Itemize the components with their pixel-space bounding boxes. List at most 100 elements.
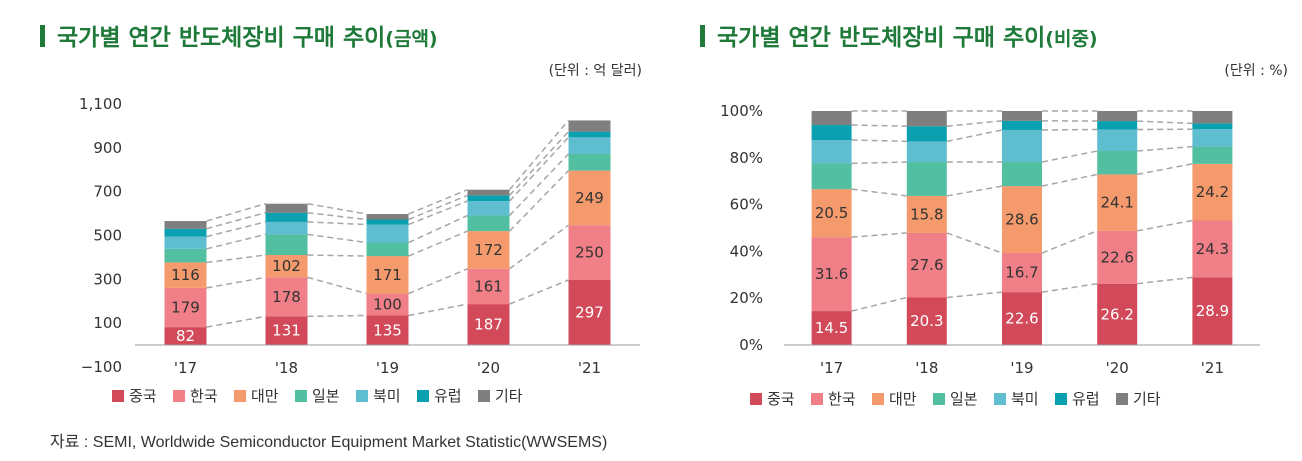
bar-segment xyxy=(568,170,611,226)
bar-segment xyxy=(164,236,207,249)
bar-segment xyxy=(1192,220,1233,278)
legend-swatch xyxy=(295,390,307,402)
series-connector-line xyxy=(851,296,907,312)
legend-label: 대만 xyxy=(251,387,279,405)
data-label: 27.6 xyxy=(910,256,943,274)
legend-label: 유럽 xyxy=(1072,390,1100,408)
share-chart-panel: 국가별 연간 반도체장비 구매 추이(비중) (단위 : %) 100% 80% 6… xyxy=(660,0,1302,420)
series-connector-line xyxy=(206,276,266,289)
legend-swatch xyxy=(478,390,490,402)
y-tick-label: 100 xyxy=(93,314,122,332)
y-tick-label: 900 xyxy=(93,139,122,157)
bar-segment xyxy=(906,126,947,142)
data-label: 179 xyxy=(171,298,200,316)
bar-segment xyxy=(906,195,947,233)
bar-segment xyxy=(164,221,207,229)
bar-segment xyxy=(366,293,409,316)
data-label: 250 xyxy=(575,244,604,262)
amount-stacked-bar-chart: 1,100 900 700 500 300 100 −100 82 179 116 131 178 10… xyxy=(79,95,640,405)
bar-segment xyxy=(568,225,611,280)
data-label: 31.6 xyxy=(815,265,848,283)
y-tick-label: 20% xyxy=(730,289,763,307)
legend-swatch xyxy=(417,390,429,402)
legend-swatch xyxy=(933,393,945,405)
data-label: 14.5 xyxy=(815,319,848,337)
y-tick-label: 100% xyxy=(720,102,763,120)
amount-chart-panel: 국가별 연간 반도체장비 구매 추이(금액) (단위 : 억 달러) 1,100… xyxy=(0,0,650,420)
bar-segment xyxy=(1192,123,1233,130)
bar-segment xyxy=(265,316,308,346)
share-chart-unit: (단위 : %) xyxy=(1224,63,1288,79)
series-connector-line xyxy=(206,221,266,238)
bar-segment xyxy=(467,268,510,305)
series-connector-line xyxy=(508,131,570,196)
bar-segment xyxy=(1002,111,1042,121)
x-tick-label: '17 xyxy=(174,359,197,377)
data-label: 178 xyxy=(272,288,301,306)
legend-swatch xyxy=(356,390,368,402)
title-bar-marker xyxy=(40,25,45,47)
series-connector-line xyxy=(1041,230,1098,254)
series-connector-line xyxy=(946,185,1003,197)
y-tick-label: 0% xyxy=(739,336,763,354)
series-connector-line xyxy=(946,129,1003,143)
series-connector-line xyxy=(408,268,468,295)
series-connector-line xyxy=(206,233,266,250)
bar-segment xyxy=(265,255,308,278)
bar-segment xyxy=(1097,129,1138,152)
series-connector-line xyxy=(1041,150,1098,163)
legend-swatch xyxy=(1116,393,1128,405)
data-label: 26.2 xyxy=(1100,305,1133,323)
data-label: 172 xyxy=(474,241,503,259)
series-connector-line xyxy=(408,214,468,244)
legend-label: 중국 xyxy=(767,390,795,408)
x-tick-label: '21 xyxy=(578,359,601,377)
x-tick-label: '19 xyxy=(376,359,399,377)
bar-segment xyxy=(1097,230,1138,284)
share-stacked-bar-chart: 100% 80% 60% 40% 20% 0% 14.5 31.6 20.5 20.3 27.6 15… xyxy=(720,102,1260,408)
bar-segment xyxy=(366,256,409,294)
legend-label: 중국 xyxy=(129,387,157,405)
legend-label: 북미 xyxy=(1011,390,1039,408)
bar-segment xyxy=(265,277,308,317)
series-connector-line xyxy=(946,291,1003,299)
bar-segment xyxy=(1097,111,1138,122)
legend-swatch xyxy=(173,390,185,402)
bar-segment xyxy=(1097,174,1138,231)
bar-segment xyxy=(1002,162,1042,187)
series-connector-line xyxy=(508,136,570,202)
data-label: 24.1 xyxy=(1100,194,1133,212)
bar-segment xyxy=(568,279,611,346)
data-label: 15.8 xyxy=(910,205,943,223)
bar-segment xyxy=(568,137,611,154)
bar-segment xyxy=(265,203,308,213)
series-connector-line xyxy=(851,161,907,165)
data-label: 22.6 xyxy=(1100,248,1133,266)
series-connector-line xyxy=(307,221,367,226)
series-connector-line xyxy=(509,279,569,305)
bar-segment xyxy=(1097,283,1138,345)
series-connector-line xyxy=(206,203,266,222)
bar-segment xyxy=(366,315,409,346)
data-label: 28.9 xyxy=(1196,302,1229,320)
bar-segment xyxy=(265,212,308,222)
bar-segment xyxy=(467,195,510,202)
data-label: 116 xyxy=(171,266,200,284)
share-chart-title-text: 국가별 연간 반도체장비 구매 추이 xyxy=(717,25,1046,51)
legend-swatch xyxy=(994,393,1006,405)
series-connector-line xyxy=(508,170,570,232)
x-tick-label: '18 xyxy=(915,359,938,377)
x-tick-label: '21 xyxy=(1201,359,1224,377)
bar-segment xyxy=(906,141,947,163)
amount-chart-unit: (단위 : 억 달러) xyxy=(548,63,642,79)
bar-segment xyxy=(164,262,207,288)
bar-segment xyxy=(366,214,409,220)
bar-segment xyxy=(467,201,510,216)
series-connector-line xyxy=(946,232,1003,254)
bar-segment xyxy=(1002,292,1042,345)
data-label: 28.6 xyxy=(1005,211,1038,229)
data-label: 22.6 xyxy=(1005,310,1038,328)
series-connector-line xyxy=(408,194,468,221)
data-label: 20.3 xyxy=(910,312,943,330)
series-connector-line xyxy=(206,315,266,328)
